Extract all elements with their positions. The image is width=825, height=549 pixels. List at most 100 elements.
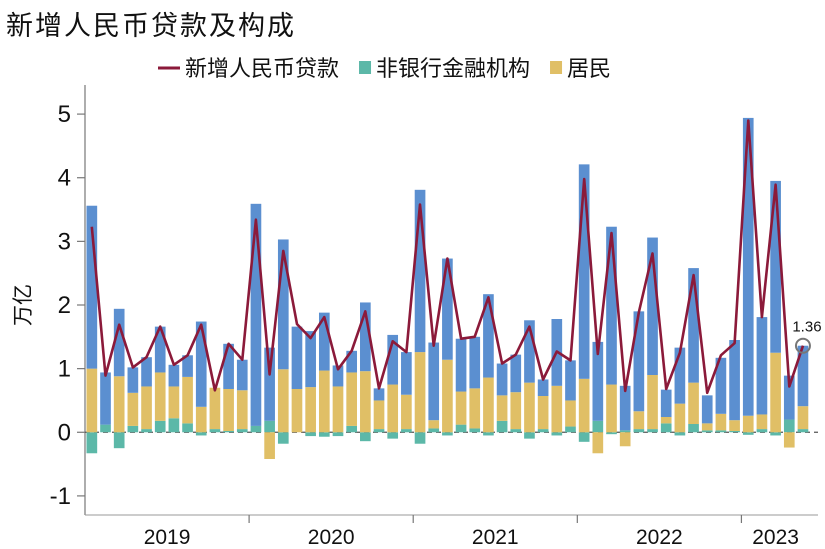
bar-household: [565, 400, 576, 427]
bar-nonbank: [483, 432, 494, 436]
bar-corporate: [360, 302, 371, 372]
bar-corporate: [154, 326, 166, 373]
bar-nonbank: [510, 429, 522, 433]
bar-household: [783, 432, 795, 448]
bar-corporate: [236, 359, 248, 391]
bar-nonbank: [168, 418, 180, 433]
bar-nonbank: [223, 431, 234, 433]
bar-corporate: [565, 360, 576, 401]
bar-corporate: [729, 340, 740, 421]
bar-corporate: [428, 342, 440, 421]
legend: 新增人民币贷款 非银行金融机构 居民: [158, 57, 611, 82]
bar-nonbank: [455, 424, 467, 433]
bar-household: [797, 406, 809, 430]
bar-corporate: [127, 367, 139, 393]
line-layer: [90, 119, 805, 395]
bar-nonbank: [318, 432, 330, 437]
bar-corporate: [113, 308, 125, 377]
bar-corporate: [291, 326, 303, 389]
bar-nonbank: [387, 432, 399, 439]
bar-corporate: [250, 203, 262, 426]
bar-corporate: [223, 343, 234, 389]
legend-label: 非银行金融机构: [376, 57, 530, 82]
bar-nonbank: [551, 432, 563, 436]
bar-household: [770, 352, 781, 433]
bar-household: [647, 375, 658, 430]
bar-household: [455, 391, 467, 425]
bar-nonbank: [264, 420, 275, 433]
bar-nonbank: [127, 425, 139, 433]
bar-household: [236, 390, 248, 430]
bar-corporate: [414, 189, 426, 353]
y-tick-label: 0: [58, 419, 71, 446]
bar-corporate: [455, 338, 467, 392]
x-tick-label: 2019: [144, 526, 191, 549]
bar-corporate: [688, 268, 699, 383]
bar-nonbank: [565, 426, 576, 433]
bar-nonbank: [209, 429, 221, 433]
bar-nonbank: [715, 430, 727, 433]
bar-household: [223, 389, 234, 431]
bar-household: [182, 376, 193, 424]
bar-corporate: [674, 347, 686, 404]
bar-nonbank: [113, 432, 125, 449]
bar-nonbank: [674, 432, 686, 436]
bar-nonbank: [401, 429, 412, 433]
bar-household: [264, 432, 275, 459]
bar-corporate: [401, 352, 412, 395]
bar-household: [305, 387, 316, 433]
bar-household: [701, 423, 713, 431]
bar-household: [86, 368, 98, 433]
bar-nonbank: [277, 432, 289, 444]
bar-household: [291, 389, 303, 433]
bar-corporate: [510, 354, 522, 393]
bar-household: [619, 432, 631, 447]
bar-nonbank: [346, 425, 358, 433]
bar-household: [715, 413, 727, 431]
bar-nonbank: [578, 432, 590, 442]
bar-nonbank: [360, 432, 371, 442]
bar-corporate: [318, 312, 330, 371]
bar-nonbank: [414, 432, 426, 444]
bar-nonbank: [592, 420, 604, 433]
x-tick-label: 2023: [752, 526, 799, 549]
bar-nonbank: [633, 429, 645, 433]
bar-household: [428, 420, 440, 429]
bar-corporate: [182, 355, 193, 377]
bar-nonbank: [496, 420, 508, 433]
bar-nonbank: [660, 423, 672, 433]
bar-household: [578, 378, 590, 433]
bar-household: [318, 370, 330, 433]
axes: -1 0 1 2 3 4 5 万亿 2019 2020 2021 2022 2023: [11, 85, 818, 549]
y-tick-label: 4: [58, 165, 71, 192]
bar-household: [277, 369, 289, 433]
bar-household: [469, 388, 481, 429]
bar-corporate: [797, 345, 809, 407]
line-total-new-loans: [90, 119, 805, 395]
bar-corporate: [141, 357, 152, 387]
bar-household: [373, 400, 385, 430]
bar-corporate: [195, 321, 207, 407]
bar-corporate: [619, 385, 631, 431]
bar-corporate: [483, 294, 494, 378]
bar-household: [633, 411, 645, 430]
bar-household: [414, 352, 426, 433]
bar-corporate: [387, 334, 399, 385]
bar-corporate: [277, 239, 289, 370]
bar-household: [195, 406, 207, 433]
bar-nonbank: [428, 428, 440, 433]
bar-nonbank: [770, 432, 781, 436]
y-tick-label: -1: [50, 483, 71, 510]
bar-nonbank: [469, 428, 481, 433]
y-tick-label: 5: [58, 101, 71, 128]
bar-corporate: [537, 379, 549, 396]
bar-household: [483, 377, 494, 433]
bar-household: [127, 392, 139, 426]
bar-nonbank: [783, 419, 795, 433]
bar-household: [660, 417, 672, 424]
bar-household: [551, 385, 563, 433]
annotation-layer: 1.36: [792, 319, 822, 354]
bar-nonbank: [100, 424, 111, 433]
legend-label: 新增人民币贷款: [185, 57, 339, 82]
